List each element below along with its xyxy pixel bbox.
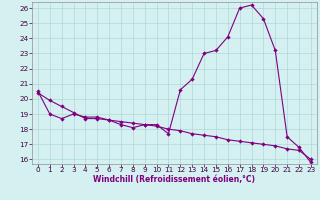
X-axis label: Windchill (Refroidissement éolien,°C): Windchill (Refroidissement éolien,°C) bbox=[93, 175, 255, 184]
